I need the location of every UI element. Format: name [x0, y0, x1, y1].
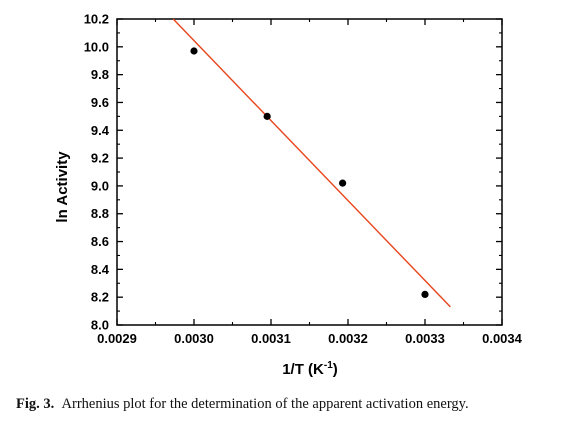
x-tick-label: 0.0033 — [405, 331, 445, 346]
y-tick-label: 10.0 — [84, 39, 109, 54]
y-tick-label: 9.8 — [91, 67, 109, 82]
x-tick-label: 0.0030 — [174, 331, 214, 346]
y-tick-label: 8.6 — [91, 234, 109, 249]
x-axis-ticks: 0.0029 0.0030 0.0031 0.0032 0.0033 0.0034 — [97, 19, 523, 346]
y-axis-label: ln Activity — [54, 151, 71, 223]
fit-line — [172, 18, 451, 308]
plot-frame — [116, 18, 503, 326]
x-tick-label: 0.0032 — [328, 331, 368, 346]
caption-text: Arrhenius plot for the determination of … — [61, 396, 469, 412]
y-tick-label: 8.4 — [91, 262, 110, 277]
data-point — [339, 179, 347, 187]
fit-line-group — [172, 18, 451, 308]
chart-axes — [116, 18, 503, 326]
y-tick-label: 8.0 — [91, 318, 109, 333]
data-point — [190, 47, 198, 55]
x-axis-label: 1/T (K-1) — [282, 360, 338, 378]
y-axis-ticks: 8.0 8.2 8.4 8.6 8.8 9.0 9.2 9.4 9.6 9.8 10.0 10.2 — [84, 12, 502, 333]
y-tick-label: 9.4 — [91, 123, 110, 138]
caption-prefix: Fig. 3. — [16, 396, 55, 412]
chart: 0.0029 0.0030 0.0031 0.0032 0.0033 0.0034 8.0… — [54, 12, 523, 379]
y-tick-label: 9.6 — [91, 95, 109, 110]
y-tick-label: 9.0 — [91, 178, 109, 193]
figure-caption: Fig. 3. Arrhenius plot for the determina… — [16, 396, 561, 413]
x-tick-label: 0.0031 — [251, 331, 291, 346]
x-tick-label: 0.0034 — [482, 331, 523, 346]
y-tick-label: 9.2 — [91, 151, 109, 166]
y-tick-label: 8.8 — [91, 206, 109, 221]
y-tick-label: 10.2 — [84, 12, 109, 27]
y-tick-label: 8.2 — [91, 290, 109, 305]
data-point — [421, 290, 429, 298]
x-tick-label: 0.0029 — [97, 331, 137, 346]
data-point — [263, 112, 271, 120]
data-points — [190, 47, 429, 298]
